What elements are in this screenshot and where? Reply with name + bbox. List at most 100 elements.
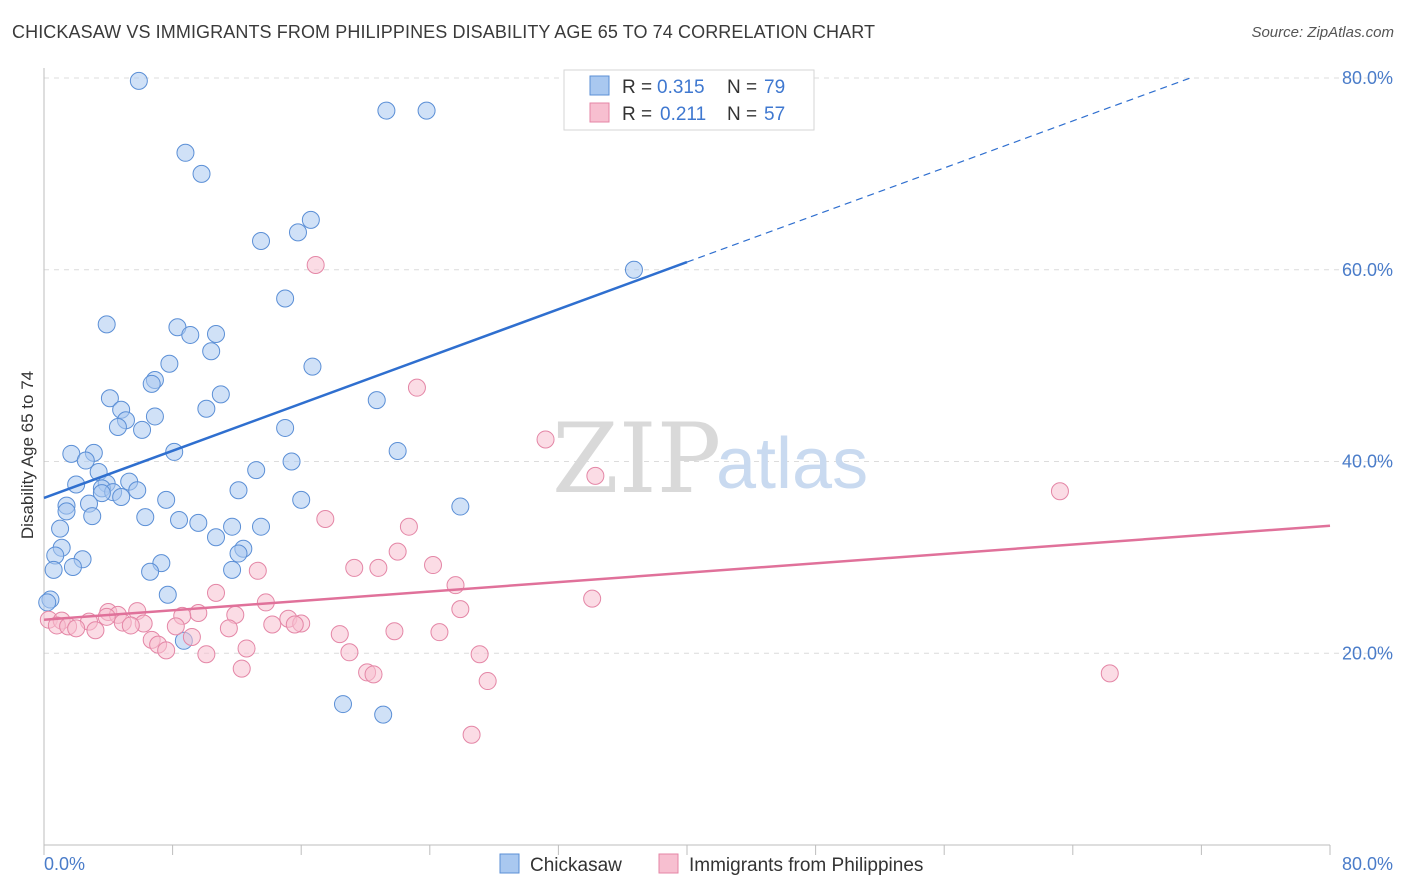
chickasaw-point [38,593,57,612]
chickasaw-point [63,557,82,576]
top-legend: R = 0.315 N = 79 R = 0.211 N = 57 [563,69,815,131]
chickasaw-point [292,490,311,509]
chickasaw-point [97,315,116,334]
chickasaw-point [157,490,176,509]
chickasaw-point [112,487,131,506]
bottom-legend-label-chickasaw: Chickasaw [530,855,622,876]
philippines-point [237,639,256,658]
chickasaw-point [388,441,407,460]
philippines-point [182,627,201,646]
y-tick-label: 20.0% [1342,643,1393,663]
watermark-atlas: atlas [716,424,868,504]
philippines-point [583,589,602,608]
bottom-legend-swatch-philippines [658,853,679,874]
chickasaw-point [229,544,248,563]
chickasaw-point [624,260,643,279]
philippines-point [316,510,335,529]
trend-lines [43,77,1331,621]
chickasaw-point [108,417,127,436]
chickasaw-point [170,510,189,529]
chickasaw-point [417,101,436,120]
legend-r-label-2: R = [622,104,652,125]
legend-r-label-1: R = [622,77,652,98]
philippines-point [219,619,238,638]
philippines-point [385,622,404,641]
x-tick-label-end: 80.0% [1342,854,1393,874]
chickasaw-point [229,481,248,500]
axis-layer: 20.0% 40.0% 60.0% 80.0% 0.0% 80.0% [43,68,1393,874]
philippines-trend-line [43,524,1331,621]
y-tick-label: 40.0% [1342,452,1393,472]
philippines-point [478,672,497,691]
philippines-point [470,645,489,664]
philippines-point [330,625,349,644]
chickasaw-point [367,391,386,410]
chickasaw-point [83,507,102,526]
philippines-point [67,619,86,638]
chickasaw-point [276,289,295,308]
bottom-legend-label-philippines: Immigrants from Philippines [689,855,923,876]
chickasaw-point [92,484,111,503]
philippines-point [345,558,364,577]
philippines-point [399,517,418,536]
philippines-point [97,607,116,626]
legend-n-value-2: 57 [764,104,785,125]
philippines-point [248,561,267,580]
chickasaw-point [189,513,208,532]
chickasaw-point [181,325,200,344]
chickasaw-point [142,374,161,393]
chickasaw-point [303,357,322,376]
chickasaw-point [133,420,152,439]
chickasaw-point [282,452,301,471]
philippines-point [451,600,470,619]
chickasaw-point [128,481,147,500]
philippines-point [232,659,251,678]
chickasaw-point [301,210,320,229]
legend-swatch-chickasaw [589,75,610,96]
legend-n-value-1: 79 [764,77,785,98]
chickasaw-point [100,389,119,408]
philippines-point [157,641,176,660]
philippines-point [207,583,226,602]
x-tick-label-start: 0.0% [44,854,85,874]
chickasaw-point [374,705,393,724]
chickasaw-point [252,231,271,250]
chickasaw-point [377,101,396,120]
chickasaw-point [451,497,470,516]
philippines-point [369,558,388,577]
philippines-point [197,645,216,664]
chickasaw-point [223,517,242,536]
bottom-legend-swatch-chickasaw [499,853,520,874]
philippines-point [340,643,359,662]
chickasaw-point [51,519,70,538]
chickasaw-point [141,562,160,581]
chickasaw-point [202,342,221,361]
philippines-point [388,542,407,561]
philippines-point [407,378,426,397]
chickasaw-point [129,71,148,90]
series-chickasaw-points [38,71,643,724]
watermark-zip: ZIP [552,403,721,515]
philippines-point [1050,482,1069,501]
chickasaw-point [44,560,63,579]
legend-swatch-philippines [589,102,610,123]
philippines-point [462,725,481,744]
chickasaw-point [76,451,95,470]
legend-n-label-2: N = [727,104,757,125]
legend-n-label-1: N = [727,77,757,98]
chickasaw-point [158,585,177,604]
philippines-point [166,617,185,636]
philippines-point [263,615,282,634]
chickasaw-point [276,418,295,437]
chickasaw-point [223,560,242,579]
philippines-point [1100,664,1119,683]
chickasaw-point [333,695,352,714]
philippines-point [121,616,140,635]
grid-layer [44,77,1392,654]
chickasaw-point [192,164,211,183]
chickasaw-point [207,528,226,547]
y-tick-label: 80.0% [1342,68,1393,88]
chickasaw-point [145,407,164,426]
philippines-point [364,665,383,684]
watermark: ZIP atlas [552,403,868,515]
